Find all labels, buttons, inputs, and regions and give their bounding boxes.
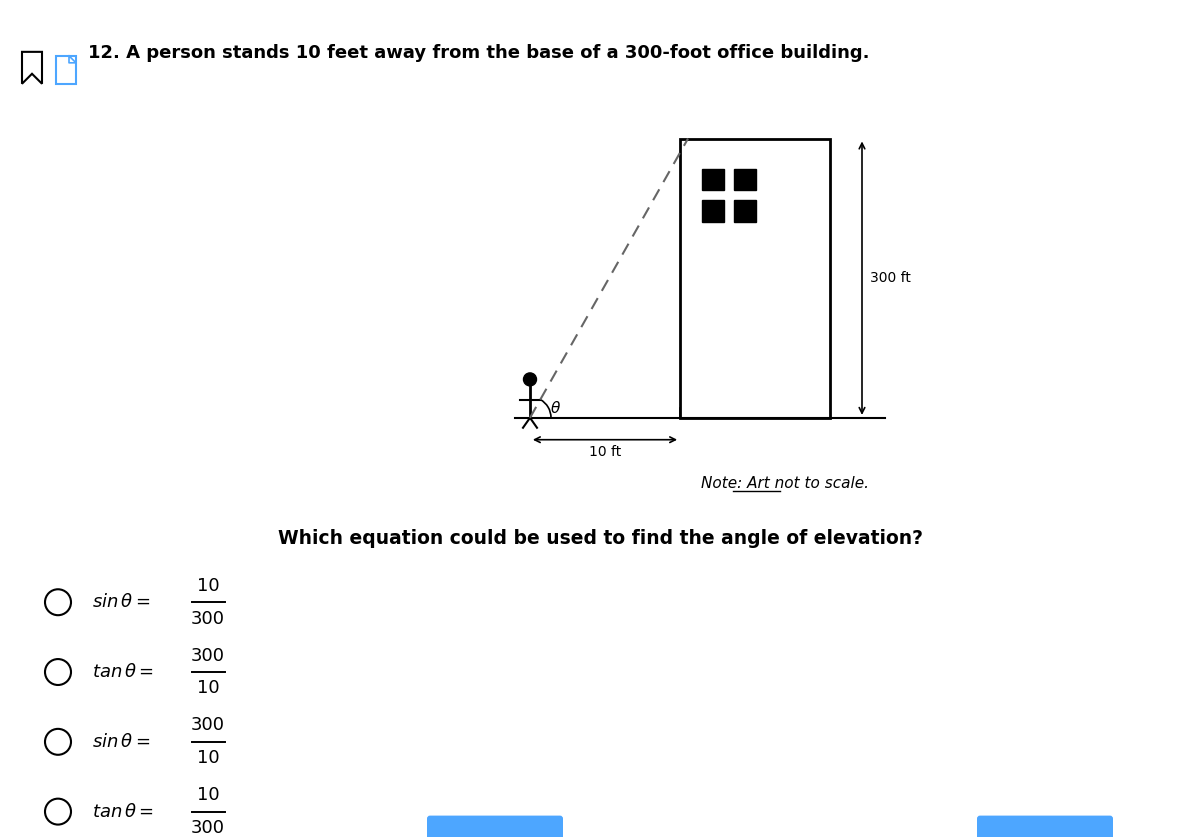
Text: 300 ft: 300 ft	[870, 271, 911, 285]
Text: 12. A person stands 10 feet away from the base of a 300-foot office building.: 12. A person stands 10 feet away from th…	[88, 44, 870, 62]
Text: 300: 300	[191, 647, 226, 664]
Text: $sin\,\theta =$: $sin\,\theta =$	[92, 732, 150, 751]
Text: 300: 300	[191, 610, 226, 628]
Text: $sin\,\theta =$: $sin\,\theta =$	[92, 593, 150, 612]
Text: $\theta$: $\theta$	[550, 400, 562, 416]
Text: 10: 10	[197, 680, 220, 697]
Text: 10: 10	[197, 786, 220, 804]
Text: 300: 300	[191, 819, 226, 837]
Text: 10: 10	[197, 576, 220, 595]
Text: Which equation could be used to find the angle of elevation?: Which equation could be used to find the…	[277, 529, 923, 549]
Text: $tan\,\theta =$: $tan\,\theta =$	[92, 663, 154, 681]
Bar	[702, 201, 724, 222]
Circle shape	[523, 373, 536, 386]
Bar	[734, 169, 756, 190]
Bar	[734, 201, 756, 222]
FancyBboxPatch shape	[427, 816, 563, 839]
Text: Note: Art not to scale.: Note: Art not to scale.	[701, 476, 869, 491]
Text: 300: 300	[191, 717, 226, 734]
Text: 10: 10	[197, 749, 220, 768]
Text: 10 ft: 10 ft	[589, 445, 622, 459]
Bar	[680, 138, 830, 418]
FancyBboxPatch shape	[977, 816, 1114, 839]
Text: $tan\,\theta =$: $tan\,\theta =$	[92, 803, 154, 821]
Bar	[702, 169, 724, 190]
